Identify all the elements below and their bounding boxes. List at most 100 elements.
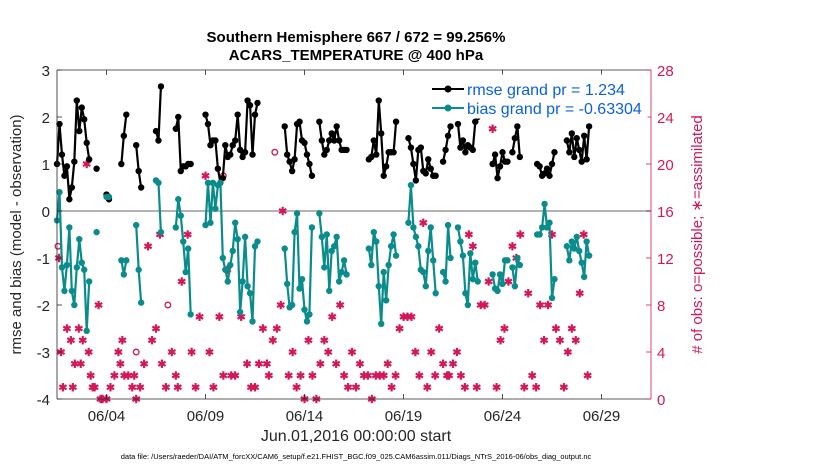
- rmse-point: [410, 160, 417, 168]
- bias-point: [157, 228, 165, 236]
- rmse-point: [283, 151, 291, 158]
- obs-assimilated-stroke: [62, 325, 72, 332]
- bias-point: [368, 261, 375, 269]
- obs-assimilated-stroke: [288, 348, 297, 356]
- obs-assimilated-marker: [62, 324, 72, 333]
- obs-assimilated-marker: [116, 359, 125, 368]
- obs-assimilated-stroke: [571, 337, 580, 344]
- bias-point: [331, 243, 338, 250]
- rmse-point: [301, 139, 308, 147]
- bias-line-segment: [511, 256, 521, 288]
- rmse-point: [288, 167, 296, 175]
- obs-assimilated-stroke: [472, 384, 481, 391]
- obs-assimilated-marker: [555, 336, 565, 345]
- obs-assimilated-stroke: [430, 372, 440, 379]
- rmse-series: [53, 83, 593, 203]
- obs-assimilated-marker: [331, 359, 341, 368]
- obs-assimilated-marker: [415, 371, 424, 380]
- obs-assimilated-stroke: [335, 301, 345, 309]
- obs-assimilated-stroke: [173, 384, 182, 391]
- obs-assimilated-marker: [484, 277, 493, 286]
- rmse-point: [137, 184, 145, 191]
- obs-assimilated-marker: [351, 383, 361, 392]
- rmse-point: [212, 137, 219, 144]
- obs-assimilated-stroke: [407, 313, 416, 320]
- obs-assimilated-marker: [143, 242, 153, 251]
- obs-assimilated-marker: [68, 383, 78, 392]
- obs-assimilated-marker: [508, 242, 517, 251]
- rmse-point: [390, 149, 397, 156]
- obs-assimilated-marker: [195, 312, 204, 321]
- rmse-point: [462, 149, 469, 156]
- bias-point: [219, 254, 227, 262]
- bias-point: [135, 266, 142, 273]
- rmse-point: [491, 151, 499, 158]
- rmse-point: [254, 99, 261, 107]
- rmse-point: [76, 127, 83, 135]
- obs-assimilated-stroke: [191, 384, 200, 391]
- rmse-point: [187, 160, 194, 168]
- rmse-point: [392, 118, 400, 125]
- obs-assimilated-marker: [209, 383, 218, 392]
- obs-assimilated-stroke: [488, 125, 497, 132]
- obs-assimilated-marker: [575, 289, 584, 298]
- rmse-point: [427, 165, 434, 172]
- obs-assimilated-stroke: [543, 301, 553, 309]
- bias-point: [472, 259, 479, 266]
- bias-point: [232, 219, 239, 226]
- bias-point: [120, 271, 128, 278]
- obs-assimilated-marker: [272, 324, 281, 333]
- obs-assimilated-stroke: [423, 384, 432, 391]
- obs-assimilated-marker: [516, 230, 525, 239]
- bias-point: [318, 233, 326, 241]
- obs-assimilated-stroke: [157, 360, 167, 367]
- obs-assimilated-stroke: [468, 243, 477, 250]
- bias-point: [407, 181, 415, 189]
- obs-assimilated-marker: [488, 124, 497, 133]
- obs-assimilated-stroke: [258, 325, 268, 332]
- obs-assimilated-stroke: [559, 384, 569, 391]
- rmse-point: [380, 172, 387, 179]
- bias-point: [338, 268, 345, 276]
- bias-point: [439, 268, 447, 276]
- rmse-point: [516, 153, 524, 161]
- obs-possible-marker: [271, 148, 279, 156]
- obs-assimilated-marker: [563, 347, 573, 357]
- rmse-point: [368, 153, 375, 161]
- bias-point: [93, 228, 100, 236]
- obs-assimilated-stroke: [177, 278, 186, 285]
- bias-point: [56, 189, 63, 196]
- obs-assimilated-marker: [407, 312, 416, 321]
- obs-assimilated-marker: [130, 371, 139, 380]
- bias-point: [137, 299, 145, 306]
- rmse-point: [333, 123, 340, 130]
- bias-point: [430, 257, 437, 264]
- obs-assimilated-marker: [106, 383, 115, 392]
- rmse-point: [308, 172, 316, 179]
- obs-assimilated-stroke: [250, 384, 260, 391]
- y-tick-label-right: 24: [657, 110, 674, 127]
- bias-point: [212, 205, 219, 212]
- bias-point: [180, 238, 187, 245]
- bias-point: [410, 224, 417, 231]
- bias-point: [222, 266, 229, 273]
- bias-point: [298, 275, 306, 283]
- bias-point: [370, 228, 377, 236]
- bias-point: [76, 236, 83, 243]
- obs-assimilated-marker: [308, 371, 317, 380]
- x-tick-label: 06/19: [385, 408, 423, 425]
- bias-point: [184, 245, 192, 252]
- bias-point: [583, 238, 590, 245]
- rmse-point: [241, 149, 249, 156]
- obs-assimilated-marker: [205, 347, 214, 357]
- bias-point: [489, 271, 496, 278]
- rmse-point: [229, 142, 236, 149]
- bias-point: [288, 301, 296, 309]
- x-tick-label: 06/24: [484, 408, 522, 425]
- rmse-point: [417, 144, 425, 151]
- obs-assimilated-marker: [264, 371, 274, 380]
- rmse-point: [232, 137, 239, 144]
- obs-assimilated-marker: [500, 324, 509, 333]
- rmse-point: [541, 170, 548, 177]
- bias-point: [578, 259, 585, 266]
